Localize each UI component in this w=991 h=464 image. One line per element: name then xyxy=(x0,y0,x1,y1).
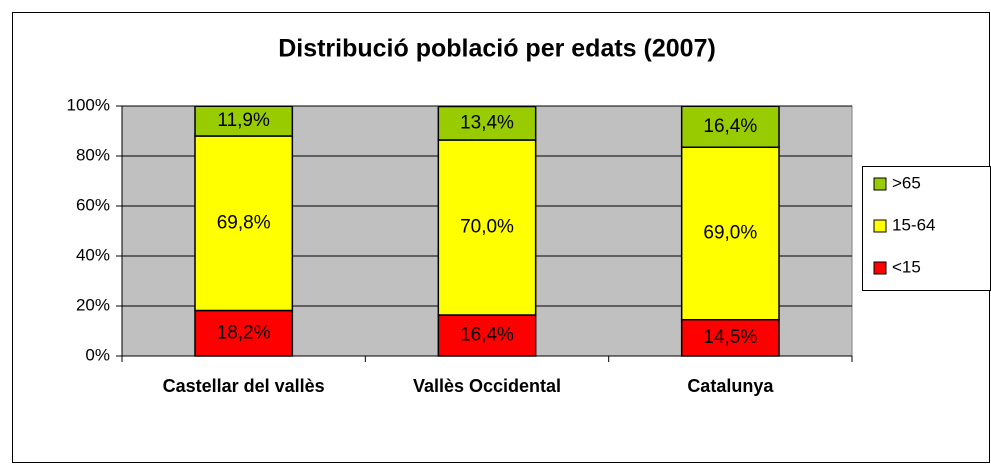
legend-swatch xyxy=(873,177,887,191)
data-label: 11,9% xyxy=(217,110,270,131)
y-tick-label: 40% xyxy=(76,245,110,264)
legend-label: >65 xyxy=(892,173,921,192)
x-tick-label-box: Vallès Occidental xyxy=(412,376,562,396)
x-tick-label: Catalunya xyxy=(687,376,774,396)
chart-title: Distribució població per edats (2007) xyxy=(278,35,716,63)
data-label: 13,4% xyxy=(460,112,514,133)
legend-swatch xyxy=(873,219,887,233)
y-tick-label: 20% xyxy=(76,295,110,314)
legend-swatch xyxy=(873,261,887,275)
data-label: 16,4% xyxy=(703,116,757,137)
bar-segment xyxy=(437,105,537,141)
bar-segment xyxy=(680,319,780,357)
x-tick-label-box: Castellar del vallès xyxy=(162,376,325,396)
bar-segment xyxy=(194,105,294,137)
data-label: 70,0% xyxy=(460,217,514,238)
data-label: 18,2% xyxy=(217,322,271,343)
x-tick-label: Vallès Occidental xyxy=(412,376,562,396)
data-label: 16,4% xyxy=(460,325,514,346)
x-tick-label-box: Catalunya xyxy=(687,376,774,396)
y-tick-label: 60% xyxy=(76,195,110,214)
data-label: 69,8% xyxy=(217,212,271,233)
legend-label: <15 xyxy=(892,257,921,276)
x-tick-label: Castellar del vallès xyxy=(162,376,325,396)
bar-segment xyxy=(437,139,537,316)
legend-label: 15-64 xyxy=(892,215,935,234)
bar-segment xyxy=(194,135,294,312)
bar-segment xyxy=(680,146,780,321)
data-label: 14,5% xyxy=(703,327,757,348)
bar-segment xyxy=(437,314,537,357)
data-label: 69,0% xyxy=(703,223,757,244)
y-tick-label: 80% xyxy=(76,145,110,164)
y-tick-label: 0% xyxy=(85,345,110,364)
bar-segment xyxy=(680,105,780,148)
y-tick-label: 100% xyxy=(67,95,110,114)
bar-segment xyxy=(194,309,294,357)
